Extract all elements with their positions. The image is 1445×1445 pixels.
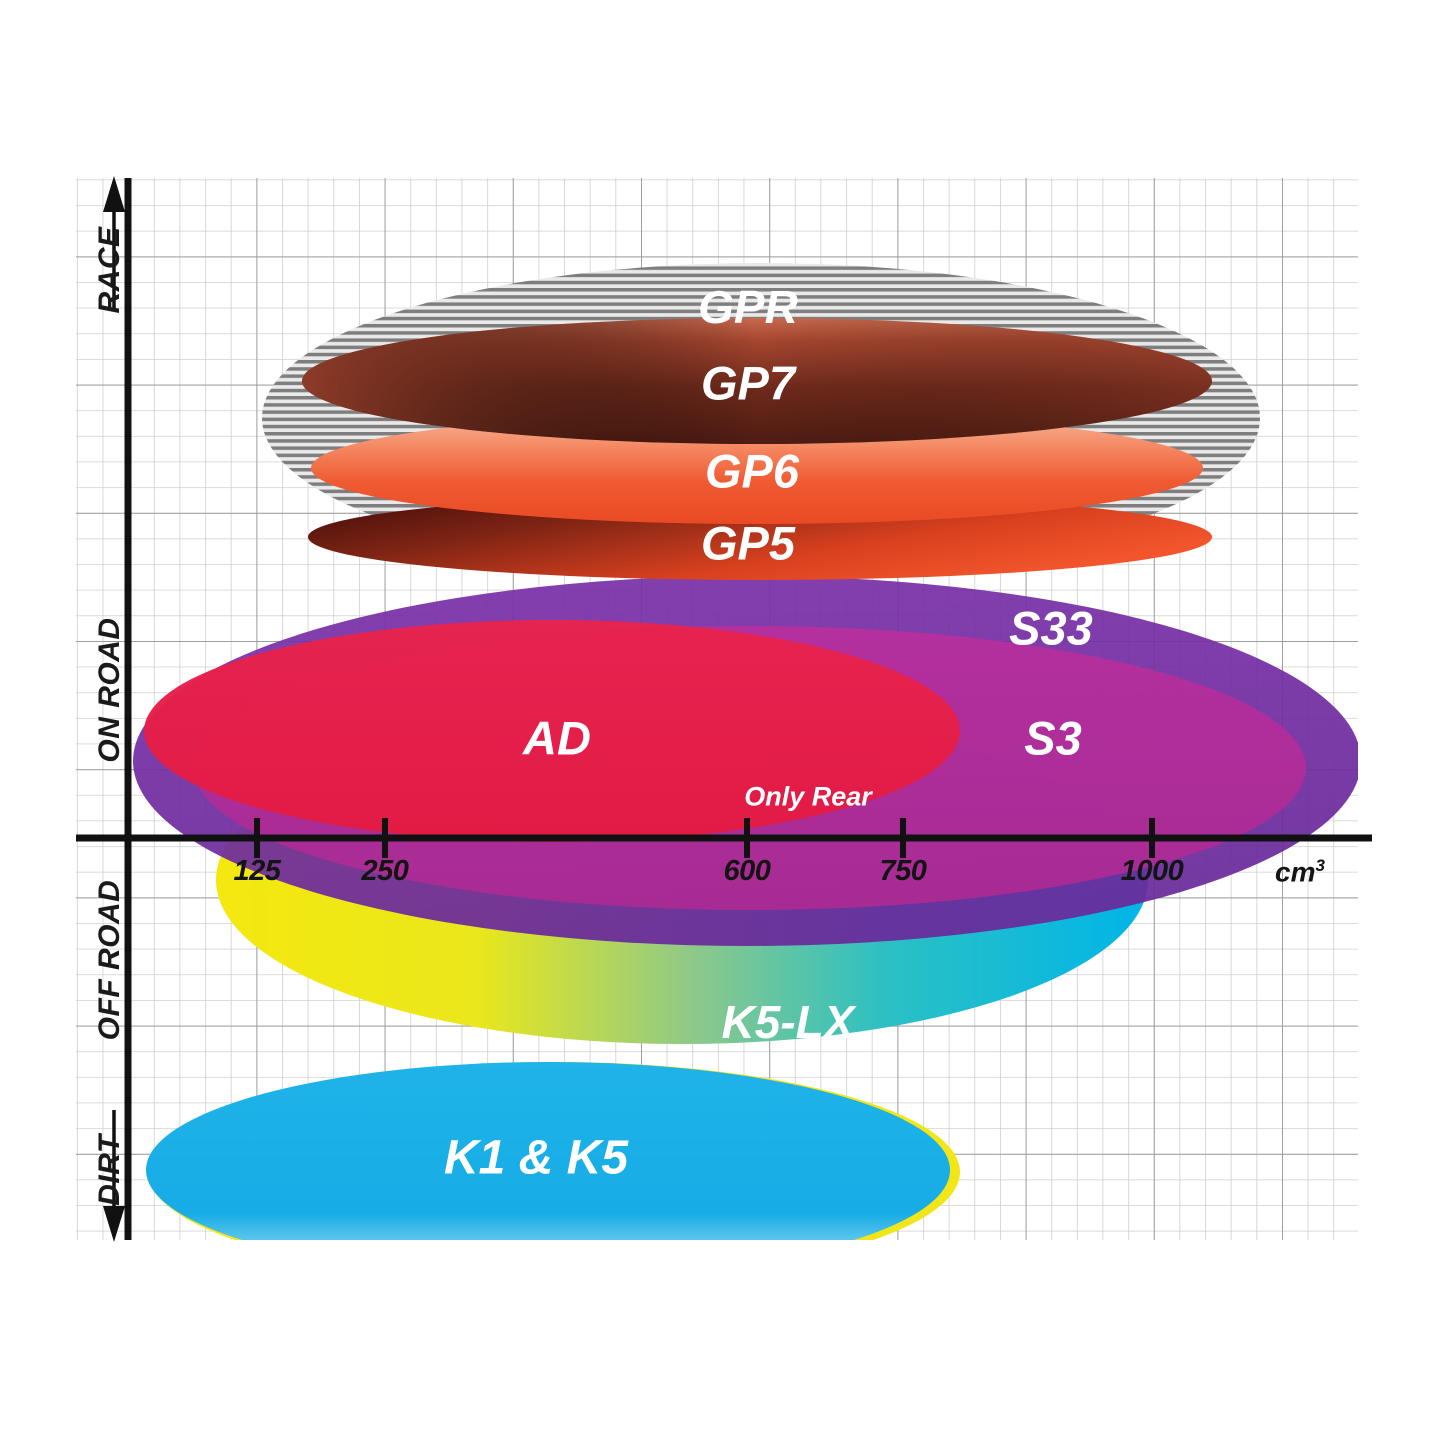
bubble-ad (144, 620, 960, 842)
x-tick-750-text: 750 (879, 855, 927, 887)
x-axis-ticks (254, 818, 1155, 858)
x-axis-unit-exponent: 3 (1315, 856, 1325, 875)
bubble-k1-k5 (146, 1062, 960, 1240)
bubble-gp6 (311, 412, 1203, 524)
x-axis-unit-label: cm3 (1275, 856, 1325, 888)
x-tick-250-text: 250 (361, 855, 409, 887)
bubble-gp7 (302, 318, 1212, 444)
y-axis-label-onroad: ON ROAD (50, 600, 170, 780)
y-axis-label-race-text: RACE (93, 226, 126, 314)
y-axis-label-offroad-text: OFF ROAD (93, 879, 126, 1041)
x-tick-1000-text: 1000 (1120, 855, 1184, 887)
x-axis-unit-base: cm (1275, 856, 1316, 888)
x-tick-label-125: 125 (234, 855, 281, 888)
x-tick-125-text: 125 (233, 855, 281, 887)
y-axis-label-offroad: OFF ROAD (50, 855, 170, 1065)
x-tick-600-text: 600 (723, 855, 771, 887)
y-axis-label-race: RACE (50, 210, 170, 330)
x-tick-label-750: 750 (880, 855, 927, 888)
y-axis-label-dirt-text: DIRT (93, 1134, 126, 1206)
chart-axes (76, 178, 1372, 1240)
x-tick-label-600: 600 (724, 855, 771, 888)
y-axis-label-onroad-text: ON ROAD (93, 617, 126, 763)
race-direction-arrow (103, 176, 125, 310)
dirt-direction-arrow (103, 1110, 125, 1242)
x-tick-label-250: 250 (362, 855, 409, 888)
x-tick-label-1000: 1000 (1121, 855, 1184, 888)
y-axis-label-dirt: DIRT (50, 1110, 170, 1230)
